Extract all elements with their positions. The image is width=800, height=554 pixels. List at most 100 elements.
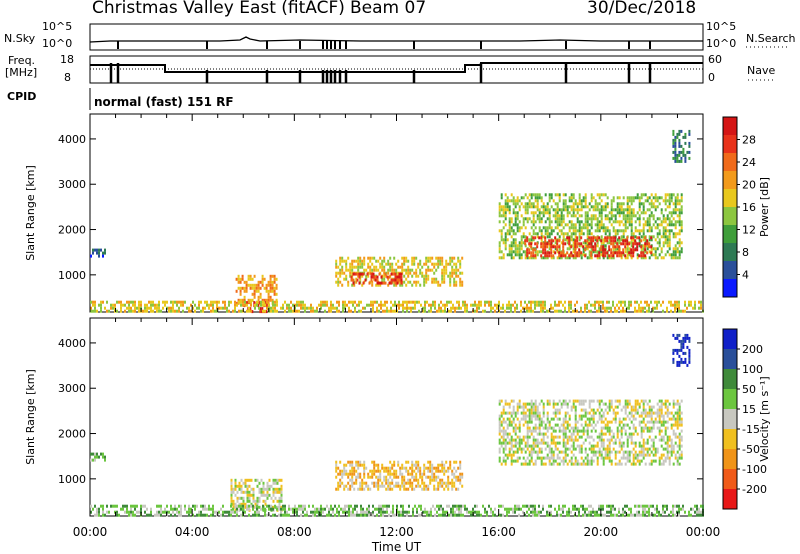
cell <box>459 460 462 464</box>
cell <box>440 300 442 304</box>
cell <box>280 510 282 514</box>
cell <box>310 306 312 310</box>
cell <box>441 469 444 473</box>
cell <box>678 405 681 409</box>
cell <box>405 283 408 287</box>
cell <box>590 399 593 403</box>
cell <box>246 496 249 500</box>
velocity-region-3 <box>498 399 683 466</box>
cell <box>268 507 270 511</box>
cell <box>592 420 595 424</box>
cell <box>584 456 587 460</box>
cell <box>250 303 252 307</box>
cell <box>516 507 518 511</box>
cell <box>586 423 589 427</box>
cell <box>424 303 426 307</box>
cell <box>566 247 569 251</box>
cell <box>455 283 458 287</box>
cell <box>602 507 604 511</box>
cell <box>176 507 178 511</box>
cell <box>372 303 374 307</box>
cell <box>582 504 584 508</box>
cell <box>510 244 513 248</box>
cell <box>564 432 567 436</box>
cell <box>666 235 669 239</box>
cell <box>602 238 605 242</box>
cell <box>351 478 354 482</box>
cell <box>266 496 269 500</box>
cell <box>678 417 681 421</box>
cell <box>542 242 545 246</box>
cell <box>602 459 605 463</box>
cell <box>164 303 166 307</box>
cell <box>174 513 176 517</box>
cell <box>630 432 633 436</box>
cell <box>576 420 579 424</box>
cell <box>412 507 414 511</box>
cell <box>530 205 533 209</box>
cell <box>370 300 372 304</box>
cell <box>407 472 410 476</box>
cell <box>582 426 585 430</box>
cell <box>506 510 508 514</box>
cell <box>427 277 430 281</box>
cell <box>236 484 239 488</box>
cell <box>676 232 679 236</box>
cell <box>608 408 611 412</box>
cell <box>548 420 551 424</box>
cell <box>502 450 505 454</box>
cell <box>430 309 432 313</box>
cell <box>602 306 604 310</box>
cell <box>522 405 525 409</box>
cell <box>578 462 581 466</box>
cell <box>596 244 599 248</box>
cell <box>349 262 352 266</box>
cell <box>403 481 406 485</box>
cell <box>680 250 683 254</box>
cell <box>451 487 454 491</box>
cell <box>441 466 444 470</box>
cell <box>455 460 458 464</box>
cell <box>604 205 607 209</box>
cell <box>590 435 593 439</box>
cell <box>391 463 394 467</box>
cell <box>584 408 587 412</box>
cell <box>510 256 513 260</box>
cell <box>444 303 446 307</box>
cell <box>518 435 521 439</box>
cell <box>288 306 290 310</box>
cell <box>662 199 665 203</box>
cell <box>672 351 675 355</box>
cell <box>336 306 338 310</box>
cell <box>546 411 549 415</box>
cell <box>372 306 374 310</box>
cell <box>522 435 525 439</box>
cell <box>372 513 374 517</box>
cell <box>510 309 512 313</box>
cell <box>268 487 271 491</box>
cell <box>422 306 424 310</box>
cell <box>624 250 627 254</box>
cell <box>638 205 641 209</box>
cell <box>604 208 607 212</box>
cell <box>532 214 535 218</box>
cell <box>340 507 342 511</box>
cell <box>261 280 264 284</box>
cell <box>238 309 240 313</box>
cell <box>106 300 108 304</box>
cell <box>664 432 667 436</box>
cell <box>460 306 462 310</box>
cell <box>498 220 501 224</box>
cell <box>324 309 326 313</box>
cell <box>562 303 564 307</box>
cell <box>632 417 635 421</box>
cell <box>672 444 675 448</box>
cell <box>518 405 521 409</box>
cell <box>361 259 364 263</box>
cell <box>230 499 233 503</box>
cell <box>357 268 360 272</box>
cell <box>132 303 134 307</box>
cell <box>94 458 96 462</box>
cell <box>272 309 274 313</box>
cell <box>275 277 278 281</box>
